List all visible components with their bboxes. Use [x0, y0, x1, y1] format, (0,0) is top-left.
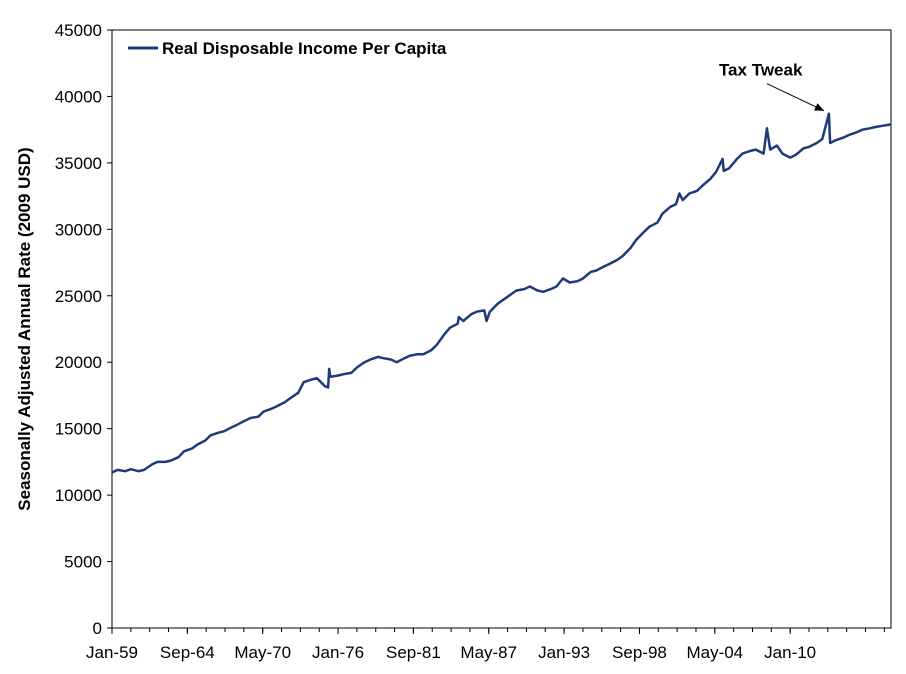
annotation-arrow [766, 83, 825, 112]
x-tick-label: May-87 [460, 643, 517, 662]
series-line [111, 112, 892, 474]
x-tick-label: Sep-98 [612, 643, 667, 662]
legend: Real Disposable Income Per Capita [128, 39, 447, 58]
x-tick-label: May-04 [686, 643, 743, 662]
y-tick-label: 40000 [55, 87, 102, 106]
legend-label: Real Disposable Income Per Capita [162, 39, 447, 58]
x-tick-label: Jan-10 [764, 643, 816, 662]
x-tick-label: Jan-93 [538, 643, 590, 662]
y-axis-title: Seasonally Adjusted Annual Rate (2009 US… [15, 147, 34, 510]
x-tick-label: May-70 [234, 643, 291, 662]
y-tick-label: 15000 [55, 420, 102, 439]
annotation-label: Tax Tweak [719, 61, 803, 80]
y-tick-label: 20000 [55, 353, 102, 372]
y-tick-label: 5000 [64, 553, 102, 572]
x-axis: Jan-59 Sep-64 May-70 Jan-76 Sep-81 May-87 Jan-… [86, 628, 885, 662]
annotation-arrowhead [814, 103, 824, 111]
x-tick-label: Jan-76 [312, 643, 364, 662]
y-tick-label: 25000 [55, 287, 102, 306]
y-tick-label: 10000 [55, 486, 102, 505]
y-tick-label: 35000 [55, 154, 102, 173]
y-tick-label: 45000 [55, 21, 102, 40]
annotation: Tax Tweak [719, 61, 825, 112]
y-tick-label: 0 [93, 619, 102, 638]
plot-area [111, 29, 892, 629]
series-group [111, 112, 892, 474]
x-tick-label: Sep-64 [160, 643, 215, 662]
x-tick-label: Jan-59 [86, 643, 138, 662]
y-tick-label: 30000 [55, 220, 102, 239]
y-axis: 0 5000 10000 15000 20000 25000 30000 35000 40000… [55, 21, 112, 638]
x-tick-label: Sep-81 [386, 643, 441, 662]
